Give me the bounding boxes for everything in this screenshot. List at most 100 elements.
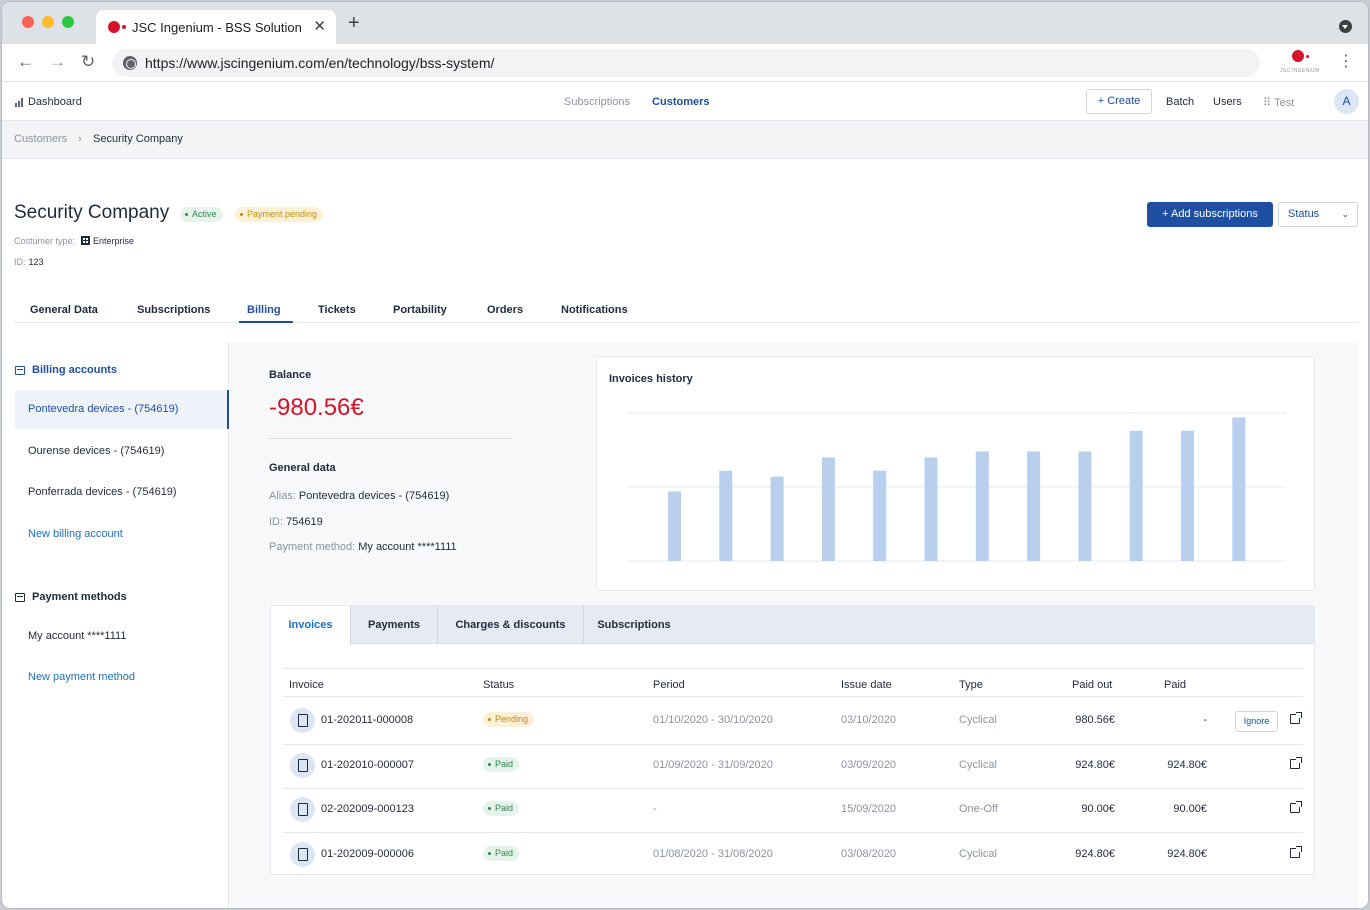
browser-tab-bar: JSC Ingenium - BSS Solution ✕ + [2,2,1368,44]
status-dropdown[interactable]: Status ⌄ [1278,202,1358,227]
col-issue-date: Issue date [841,679,892,691]
browser-menu-icon[interactable]: ⋮ [1338,53,1354,70]
table-row[interactable]: 01-202009-000006 Paid 01/08/2020 - 31/08… [283,832,1303,874]
billing-account-ponferrada[interactable]: Ponferrada devices - (754619) [28,486,177,498]
external-link-icon[interactable] [1290,712,1302,724]
building-icon [81,236,91,245]
subtab-subscriptions[interactable]: Subscriptions [597,619,671,631]
col-invoice: Invoice [289,679,324,691]
create-button[interactable]: + Create [1086,89,1152,114]
tab-general-data[interactable]: General Data [30,304,98,316]
app-header: Dashboard Subscriptions Customers + Creat… [2,83,1368,121]
chart-bar [770,476,784,561]
billing-account-pontevedra[interactable]: Pontevedra devices - (754619) [15,390,229,429]
external-link-icon[interactable] [1290,757,1302,769]
chart-bar [975,451,989,561]
chart-title: Invoices history [609,373,693,385]
chart-bar [1181,430,1194,561]
new-billing-account-link[interactable]: New billing account [28,528,123,540]
issue-date: 03/10/2020 [841,714,897,726]
paid: - [1203,714,1207,726]
reload-icon[interactable]: ↻ [81,52,96,71]
ignore-button[interactable]: Ignore [1235,711,1278,732]
tab-tickets[interactable]: Tickets [318,304,356,316]
chart-bar [821,457,835,561]
tab-orders[interactable]: Orders [487,304,524,316]
col-paid-out: Paid out [1072,679,1113,691]
paid-out: 980.56€ [1075,714,1115,726]
subtab-invoices[interactable]: Invoices [271,606,351,645]
invoice-number[interactable]: 01-202009-000006 [321,848,414,860]
paid-out: 924.80€ [1075,848,1115,860]
url-field[interactable]: https://www.jscingenium.com/en/technolog… [112,49,1260,77]
table-row[interactable]: 02-202009-000123 Paid - 15/09/2020 One-O… [283,787,1303,832]
breadcrumb-customers[interactable]: Customers [14,133,68,145]
billing-account-ourense[interactable]: Ourense devices - (754619) [28,445,165,457]
globe-icon [123,56,137,70]
billing-subtabs: Invoices Payments Charges & discounts Su… [271,606,1314,645]
invoice-number[interactable]: 01-202011-000008 [321,714,414,726]
external-link-icon[interactable] [1290,801,1302,813]
users-link[interactable]: Users [1213,96,1242,108]
batch-link[interactable]: Batch [1166,96,1195,108]
chevron-right-icon: › [78,133,82,145]
invoices-panel: Invoices Payments Charges & discounts Su… [270,605,1315,875]
status-badge-payment-pending: Payment pending [235,207,324,222]
bar-chart-icon [15,97,23,107]
avatar[interactable]: A [1334,89,1359,114]
customer-id: ID: 123 [14,257,44,267]
document-icon [290,753,315,778]
paid: 90.00€ [1173,803,1207,815]
col-status: Status [483,679,515,691]
tab-search-icon[interactable] [1339,20,1352,33]
divider [283,696,1303,697]
tab-billing[interactable]: Billing [239,304,293,323]
invoice-number[interactable]: 02-202009-000123 [321,803,414,815]
invoice-type: Cyclical [959,714,997,726]
subtab-charges-discounts[interactable]: Charges & discounts [438,606,584,644]
chart-bar [924,457,938,561]
alias-row: Alias: Pontevedra devices - (754619) [269,490,450,502]
invoices-history-card: Invoices history [596,356,1315,591]
col-type: Type [959,679,983,691]
issue-date: 03/09/2020 [841,759,897,771]
customer-type: Costumer type: Enterprise [14,236,135,246]
test-link[interactable]: ⠿ Test [1263,97,1295,109]
col-paid: Paid [1164,679,1187,691]
subtab-payments[interactable]: Payments [351,606,438,644]
tab-notifications[interactable]: Notifications [561,304,628,316]
url-text[interactable]: https://www.jscingenium.com/en/technolog… [145,55,495,71]
close-window-button[interactable] [22,16,34,28]
maximize-window-button[interactable] [62,16,74,28]
wallet-icon [15,365,25,375]
favicon-icon [108,21,126,33]
tab-portability[interactable]: Portability [393,304,447,316]
payment-method-item[interactable]: My account ****1111 [28,630,127,642]
address-bar: ← → ↻ https://www.jscingenium.com/en/tec… [2,44,1368,82]
customer-tabs: General Data Subscriptions Billing Ticke… [14,298,1358,323]
new-payment-method-link[interactable]: New payment method [28,671,135,683]
external-link-icon[interactable] [1290,846,1302,858]
general-data-heading: General data [269,462,336,474]
invoice-number[interactable]: 01-202010-000007 [321,759,414,771]
tab-close-icon[interactable]: ✕ [313,18,326,35]
new-tab-button[interactable]: + [348,12,360,34]
payment-method-row: Payment method: My account ****1111 [269,541,457,553]
table-row[interactable]: 01-202010-000007 Paid 01/09/2020 - 31/09… [283,743,1303,788]
status-badge: Paid [483,846,520,861]
browser-tab[interactable]: JSC Ingenium - BSS Solution ✕ [96,10,336,44]
add-subscriptions-button[interactable]: + Add subscriptions [1147,202,1273,227]
minimize-window-button[interactable] [42,16,54,28]
table-row[interactable]: 01-202011-000008 Pending 01/10/2020 - 30… [283,698,1303,743]
payment-methods-heading: Payment methods [15,591,127,603]
jsc-ingenium-extension-icon[interactable]: JSC INGENIUM [1278,48,1328,78]
forward-arrow-icon[interactable]: → [49,52,66,71]
credit-card-icon [15,592,25,602]
back-arrow-icon[interactable]: ← [17,52,34,71]
dashboard-link[interactable]: Dashboard [15,96,82,108]
nav-customers[interactable]: Customers [652,96,710,108]
document-icon [290,797,315,822]
status-badge: Pending [483,712,535,727]
tab-subscriptions[interactable]: Subscriptions [137,304,211,316]
nav-subscriptions[interactable]: Subscriptions [564,96,631,108]
